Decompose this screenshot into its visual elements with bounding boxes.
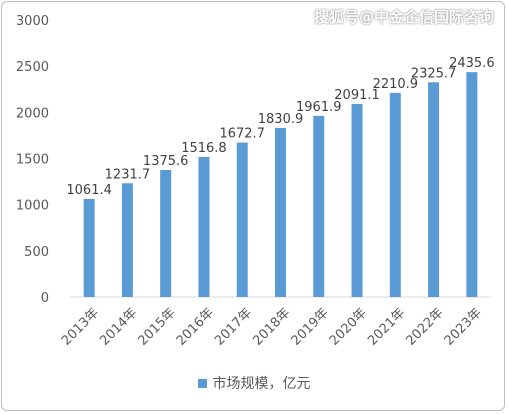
x-tick-label: 2013年	[59, 305, 102, 348]
y-tick-label: 3000	[16, 14, 49, 29]
bar	[428, 82, 440, 297]
x-tick-label: 2020年	[327, 305, 370, 348]
y-tick-label: 500	[24, 245, 49, 260]
data-label: 1375.6	[143, 154, 189, 169]
bar	[389, 92, 401, 297]
x-axis-ticks: 2013年2014年2015年2016年2017年2018年2019年2020年…	[59, 305, 485, 348]
data-labels: 1061.41231.71375.61516.81672.71830.91961…	[66, 56, 494, 198]
data-label: 2210.9	[373, 77, 419, 92]
x-tick-label: 2018年	[250, 305, 293, 348]
y-tick-label: 1500	[16, 153, 49, 168]
data-label: 2091.1	[334, 88, 380, 103]
bar	[160, 169, 172, 297]
data-label: 1961.9	[296, 100, 342, 115]
bar	[466, 72, 478, 297]
legend-swatch	[197, 378, 207, 388]
data-label: 2325.7	[411, 66, 457, 81]
data-label: 1672.7	[219, 127, 265, 142]
x-tick-label: 2022年	[403, 305, 446, 348]
x-tick-label: 2021年	[365, 305, 408, 348]
y-tick-label: 1000	[16, 199, 49, 214]
watermark: 搜狐号@中金企信国际咨询	[313, 8, 494, 26]
x-tick-label: 2023年	[442, 305, 485, 348]
data-label: 2435.6	[449, 56, 495, 71]
bar	[121, 183, 133, 297]
x-tick-label: 2015年	[136, 305, 179, 348]
legend: 市场规模，亿元	[0, 373, 508, 393]
x-tick-label: 2014年	[97, 305, 140, 348]
data-label: 1516.8	[181, 141, 227, 156]
y-tick-label: 2000	[16, 106, 49, 121]
data-label: 1061.4	[66, 183, 112, 198]
data-label: 1830.9	[258, 112, 304, 127]
bar	[313, 115, 325, 298]
bar	[236, 142, 248, 297]
bars	[83, 72, 478, 298]
x-tick-label: 2019年	[289, 305, 332, 348]
bar	[275, 127, 286, 297]
y-tick-label: 2500	[16, 60, 49, 75]
x-tick-label: 2016年	[174, 305, 217, 348]
bar	[351, 103, 363, 297]
legend-label: 市场规模，亿元	[212, 376, 311, 392]
bar	[198, 156, 210, 297]
y-axis-ticks: 0 500 1000 1500 2000 2500 3000	[16, 14, 49, 306]
x-tick-label: 2017年	[212, 305, 255, 348]
bar	[83, 198, 95, 297]
data-label: 1231.7	[105, 167, 151, 182]
y-tick-label: 0	[41, 291, 49, 306]
